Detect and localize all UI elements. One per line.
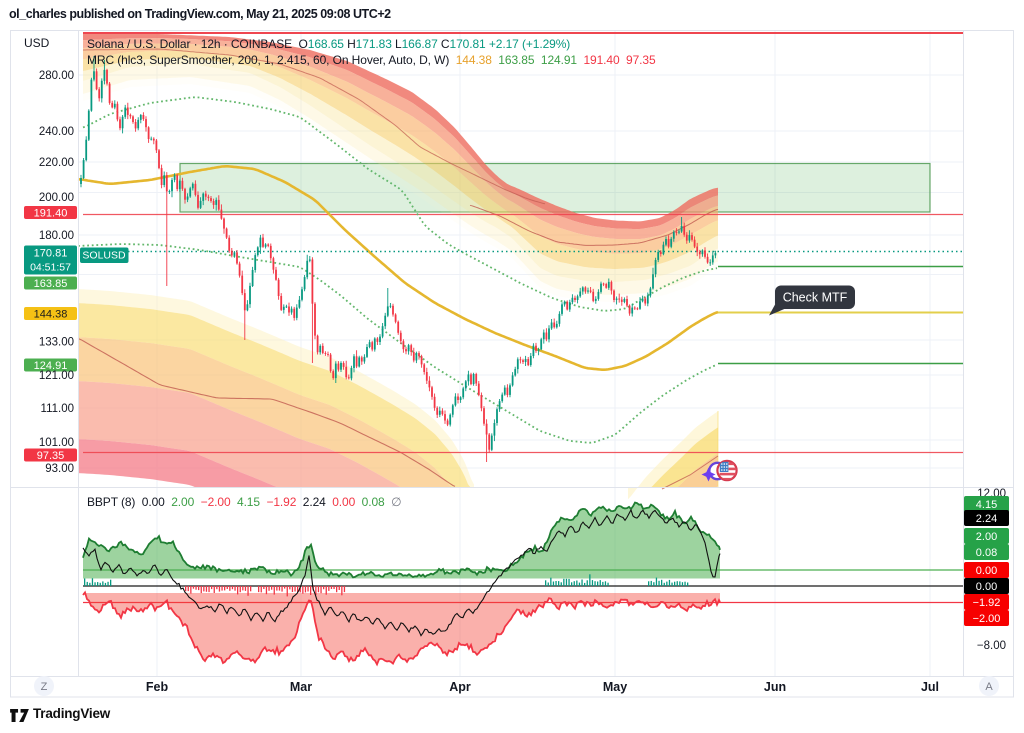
svg-text:Z: Z <box>41 681 48 693</box>
svg-text:0.00: 0.00 <box>976 581 997 593</box>
svg-text:−8.00: −8.00 <box>977 640 1006 652</box>
svg-text:USD: USD <box>24 36 50 50</box>
svg-text:163.85: 163.85 <box>34 278 68 290</box>
svg-text:200.00: 200.00 <box>39 192 74 204</box>
svg-text:4.15: 4.15 <box>976 499 997 511</box>
svg-text:SOLUSD: SOLUSD <box>82 250 126 262</box>
svg-text:0.00: 0.00 <box>976 565 997 577</box>
svg-text:180.00: 180.00 <box>39 230 74 242</box>
svg-text:Mar: Mar <box>290 680 312 694</box>
svg-text:−1.92: −1.92 <box>973 597 1001 609</box>
svg-text:97.35: 97.35 <box>37 450 65 462</box>
svg-text:Feb: Feb <box>146 680 169 694</box>
svg-text:121.00: 121.00 <box>39 370 74 382</box>
svg-text:240.00: 240.00 <box>39 126 74 138</box>
svg-text:2.24: 2.24 <box>976 513 997 525</box>
svg-text:220.00: 220.00 <box>39 157 74 169</box>
svg-text:A: A <box>985 681 993 693</box>
svg-text:93.00: 93.00 <box>45 463 74 475</box>
svg-text:Check MTF: Check MTF <box>783 291 848 305</box>
svg-text:191.40: 191.40 <box>34 207 68 219</box>
svg-text:124.91: 124.91 <box>34 360 68 372</box>
svg-text:133.00: 133.00 <box>39 337 74 349</box>
svg-text:111.00: 111.00 <box>41 403 74 415</box>
svg-text:144.38: 144.38 <box>34 308 68 320</box>
svg-text:0.08: 0.08 <box>976 547 997 559</box>
svg-text:May: May <box>603 680 627 694</box>
svg-text:04:51:57: 04:51:57 <box>30 262 71 274</box>
svg-text:Jun: Jun <box>764 680 786 694</box>
svg-text:280.00: 280.00 <box>39 70 74 82</box>
svg-text:101.00: 101.00 <box>39 437 74 449</box>
svg-text:2.00: 2.00 <box>976 531 997 543</box>
svg-text:170.81: 170.81 <box>34 248 68 260</box>
svg-text:−2.00: −2.00 <box>973 613 1001 625</box>
svg-text:Apr: Apr <box>449 680 471 694</box>
svg-text:Jul: Jul <box>921 680 939 694</box>
